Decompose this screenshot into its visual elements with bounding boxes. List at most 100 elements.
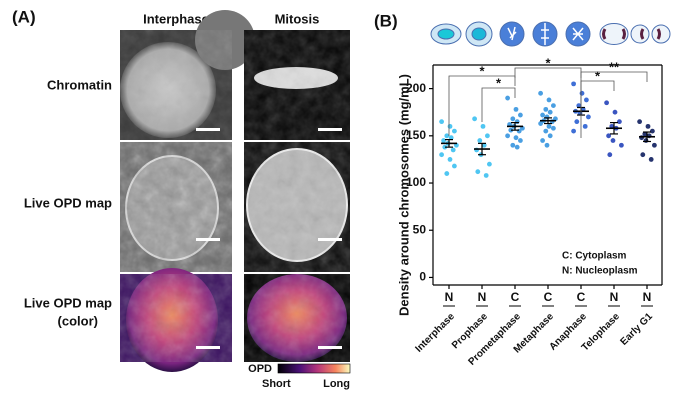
- data-point: [574, 119, 580, 125]
- data-point: [485, 133, 490, 139]
- data-point: [448, 135, 454, 141]
- data-point: [612, 109, 618, 115]
- data-point: [540, 138, 545, 143]
- panel-label: (B): [374, 11, 398, 30]
- y-axis-label: Density around chromosomes (mg/mL): [396, 74, 411, 316]
- group-label: N: [610, 290, 619, 304]
- data-point: [547, 109, 553, 115]
- micrographs: [120, 10, 350, 372]
- data-point: [606, 133, 611, 139]
- data-point: [584, 97, 589, 103]
- data-point: [610, 138, 616, 143]
- data-point: [540, 112, 545, 118]
- significance-bracket: [448, 75, 516, 136]
- column-title: Interphase: [143, 11, 209, 26]
- data-point: [571, 128, 576, 134]
- data-point: [439, 152, 444, 158]
- significance-label: *: [479, 63, 485, 78]
- data-point: [619, 142, 624, 148]
- data-point: [444, 171, 450, 176]
- data-point: [441, 138, 446, 143]
- significance-bracket: [580, 71, 648, 138]
- group-label: C: [544, 290, 553, 304]
- data-point: [642, 131, 648, 137]
- data-point: [551, 125, 556, 131]
- y-tick-label: 150: [406, 128, 426, 142]
- data-point: [447, 123, 453, 129]
- data-point: [637, 119, 642, 125]
- data-point: [571, 81, 576, 87]
- column-title: Mitosis: [275, 11, 320, 26]
- group-label: N: [445, 290, 454, 304]
- colorbar-min: Short: [262, 378, 291, 390]
- data-point: [452, 128, 457, 134]
- data-point: [650, 128, 655, 134]
- data-point: [586, 114, 591, 120]
- y-tick-label: 100: [406, 175, 426, 189]
- data-point: [648, 157, 654, 162]
- data-point: [643, 138, 649, 143]
- group-label: C: [577, 290, 586, 304]
- data-point: [475, 169, 481, 175]
- data-point: [513, 135, 519, 141]
- y-tick-label: 50: [413, 222, 427, 236]
- colorbar: [277, 363, 351, 374]
- data-point: [516, 128, 522, 134]
- data-point: [518, 112, 523, 118]
- data-point: [604, 100, 609, 106]
- data-point: [538, 121, 543, 126]
- colorbar-max: Long: [323, 378, 350, 390]
- data-point: [483, 173, 489, 178]
- row-title: Live OPD map: [24, 295, 112, 310]
- data-point: [477, 138, 483, 143]
- data-point: [439, 119, 444, 125]
- legend-text: C: Cytoplasm: [562, 251, 627, 262]
- data-point: [508, 127, 514, 133]
- data-point: [544, 142, 550, 148]
- data-point: [513, 106, 519, 112]
- y-tick-label: 200: [406, 81, 426, 95]
- y-tick-label: 0: [419, 270, 426, 284]
- cell-icons: [430, 21, 671, 47]
- row-title: Live OPD map: [24, 195, 112, 210]
- x-tick-label: Interphase: [413, 311, 457, 355]
- data-point: [447, 157, 453, 162]
- data-point: [544, 114, 550, 120]
- data-point: [546, 97, 552, 103]
- group-label: C: [511, 290, 520, 304]
- group-label: N: [643, 290, 652, 304]
- data-point: [487, 161, 492, 167]
- data-point: [444, 133, 450, 139]
- significance-label: *: [545, 55, 551, 70]
- data-point: [645, 123, 651, 129]
- significance-label: **: [609, 59, 620, 74]
- significance-bracket: [481, 87, 516, 122]
- data-point: [547, 133, 553, 139]
- data-point: [543, 106, 549, 112]
- colorbar-title: OPD: [248, 363, 272, 375]
- data-point: [505, 133, 510, 139]
- panel-label: (A): [12, 7, 36, 26]
- data-point: [538, 90, 543, 96]
- data-point: [472, 116, 477, 122]
- data-point: [652, 142, 657, 148]
- data-point: [510, 142, 516, 148]
- data-point: [582, 123, 588, 129]
- group-label: N: [478, 290, 487, 304]
- row-title: Chromatin: [47, 77, 112, 92]
- significance-label: *: [496, 75, 502, 90]
- data-point: [442, 144, 448, 150]
- data-point: [505, 95, 510, 101]
- data-point: [607, 152, 613, 158]
- significance-label: *: [595, 68, 601, 83]
- data-point: [546, 123, 552, 129]
- data-point: [450, 147, 456, 153]
- data-point: [480, 123, 486, 129]
- data-point: [579, 90, 585, 96]
- data-point: [518, 138, 523, 143]
- data-point: [640, 152, 646, 158]
- data-point: [551, 103, 556, 109]
- row-title: (color): [58, 313, 98, 328]
- legend-text: N: Nucleoplasm: [562, 266, 638, 277]
